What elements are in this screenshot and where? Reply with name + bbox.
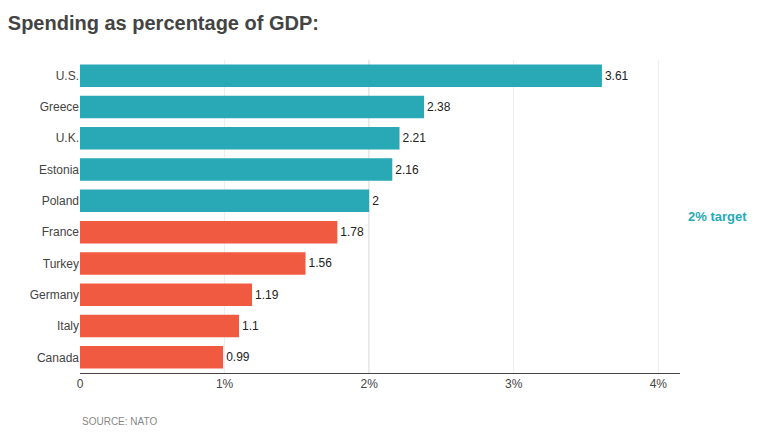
svg-text:4%: 4% — [650, 377, 668, 391]
svg-text:France: France — [42, 225, 80, 239]
svg-text:Estonia: Estonia — [39, 163, 79, 177]
svg-text:1.78: 1.78 — [340, 225, 364, 239]
svg-text:U.S.: U.S. — [56, 69, 79, 83]
svg-text:1%: 1% — [216, 377, 234, 391]
svg-text:SOURCE: NATO: SOURCE: NATO — [82, 416, 157, 427]
svg-text:1.56: 1.56 — [309, 256, 333, 270]
svg-text:1.1: 1.1 — [242, 319, 259, 333]
svg-text:3%: 3% — [505, 377, 523, 391]
svg-text:0: 0 — [77, 377, 84, 391]
svg-text:2.38: 2.38 — [427, 100, 451, 114]
svg-text:Spending as percentage of GDP:: Spending as percentage of GDP: — [8, 12, 319, 34]
svg-text:Germany: Germany — [30, 288, 79, 302]
svg-text:Turkey: Turkey — [43, 257, 79, 271]
svg-text:Italy: Italy — [57, 319, 79, 333]
svg-text:3.61: 3.61 — [605, 69, 629, 83]
svg-text:2%: 2% — [360, 377, 378, 391]
svg-text:Greece: Greece — [40, 100, 80, 114]
svg-text:2: 2 — [372, 194, 379, 208]
svg-text:U.K.: U.K. — [56, 131, 79, 145]
svg-text:2% target: 2% target — [688, 209, 747, 224]
svg-text:0.99: 0.99 — [226, 350, 250, 364]
svg-text:2.16: 2.16 — [395, 163, 419, 177]
svg-text:Canada: Canada — [37, 351, 79, 365]
svg-text:Poland: Poland — [42, 194, 79, 208]
svg-text:2.21: 2.21 — [403, 131, 427, 145]
svg-text:1.19: 1.19 — [255, 288, 279, 302]
